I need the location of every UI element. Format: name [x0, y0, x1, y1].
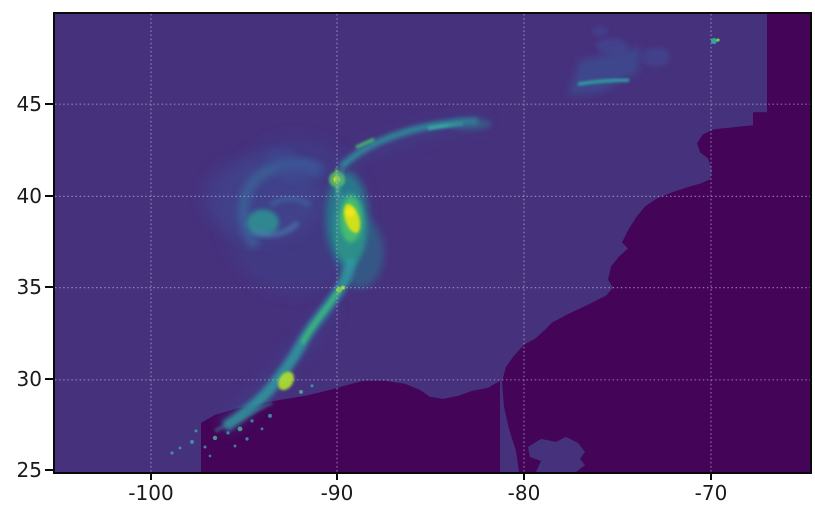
- x-tick-mark: [523, 472, 525, 480]
- x-tick-mark: [336, 472, 338, 480]
- x-tick-mark: [710, 472, 712, 480]
- isolated-northeast-cell: [711, 38, 720, 45]
- map-plot-area: [53, 12, 812, 474]
- y-tick-label: 35: [16, 275, 42, 299]
- grid-lines: [55, 14, 810, 472]
- x-tick-mark: [150, 472, 152, 480]
- y-tick-label: 45: [16, 92, 42, 116]
- northeast-fan-arc: [577, 78, 630, 86]
- x-tick-label: -90: [320, 481, 354, 505]
- x-tick-label: -100: [128, 481, 174, 505]
- squall-bright-knot: [278, 371, 294, 391]
- gulf-speckle-cells: [170, 384, 314, 458]
- radar-composite-heatmap: [55, 14, 810, 472]
- y-tick-mark: [45, 469, 53, 471]
- y-tick-label: 30: [16, 367, 42, 391]
- gulf-no-data-region: [201, 380, 500, 472]
- comma-head-teal-patch: [247, 209, 279, 236]
- atlantic-no-data-region: [502, 14, 810, 472]
- y-tick-mark: [45, 286, 53, 288]
- y-tick-mark: [45, 195, 53, 197]
- storm-system: [170, 26, 720, 458]
- x-tick-label: -80: [507, 481, 541, 505]
- y-tick-mark: [45, 378, 53, 380]
- y-tick-label: 40: [16, 184, 42, 208]
- x-tick-label: -70: [694, 481, 728, 505]
- y-tick-label: 25: [16, 458, 42, 482]
- y-tick-mark: [45, 103, 53, 105]
- florida-coverage-island: [528, 436, 585, 472]
